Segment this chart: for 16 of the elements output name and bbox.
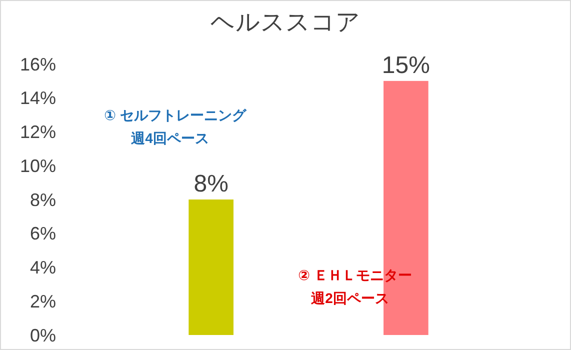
y-tick-label: 14%: [20, 88, 56, 108]
y-tick-label: 0%: [30, 325, 56, 346]
annotation: 週2回ペース: [310, 290, 389, 306]
annotation: 週4回ペース: [130, 130, 209, 146]
y-tick-label: 2%: [30, 291, 56, 312]
chart-title: ヘルススコア: [210, 9, 360, 36]
data-label: 15%: [382, 52, 430, 79]
y-tick-label: 10%: [20, 156, 56, 176]
annotation: ① セルフトレーニング: [104, 107, 247, 123]
y-tick-label: 4%: [30, 258, 56, 278]
y-tick-label: 16%: [20, 54, 56, 74]
annotation: ② ＥＨＬモニター: [298, 267, 412, 283]
data-label: 8%: [194, 170, 228, 198]
y-tick-label: 12%: [20, 122, 56, 142]
y-tick-label: 6%: [30, 224, 56, 244]
y-tick-label: 8%: [30, 190, 56, 210]
